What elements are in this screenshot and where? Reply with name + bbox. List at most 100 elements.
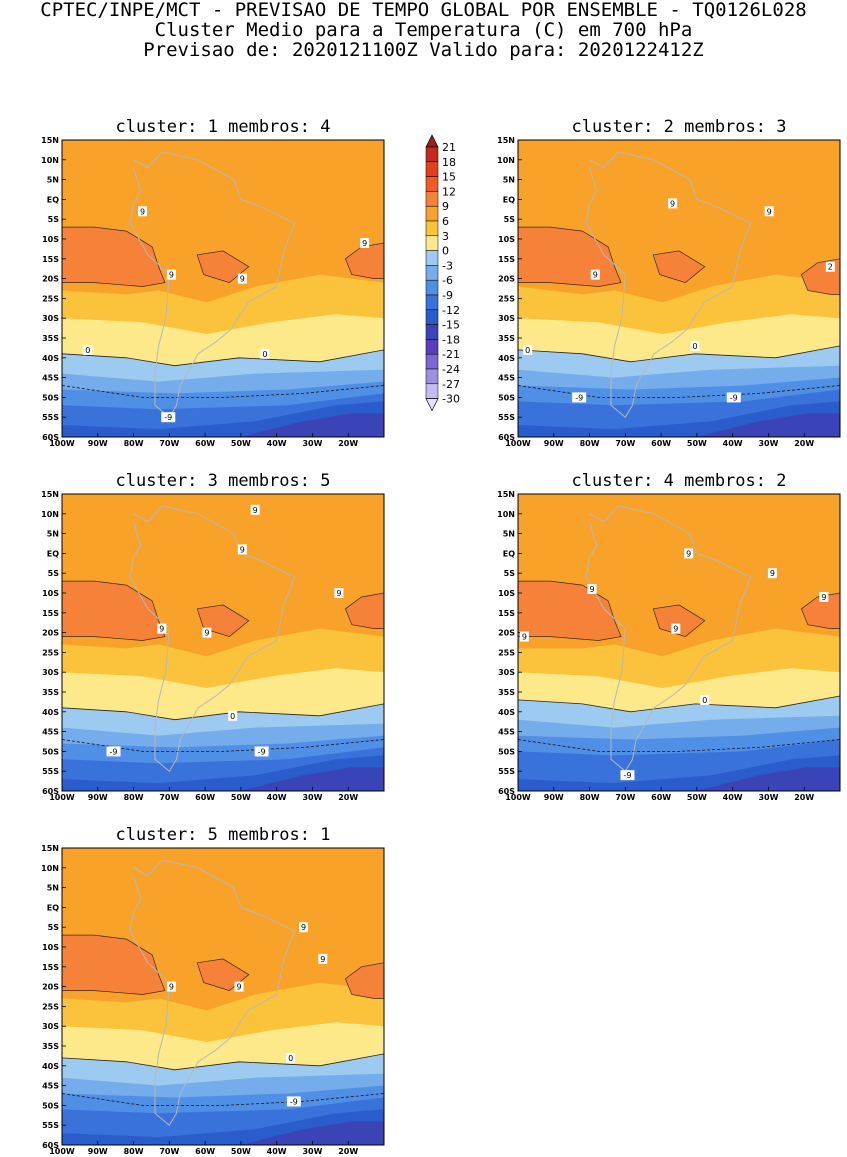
contour-label-bg	[668, 198, 678, 209]
contour-label: 0	[230, 712, 235, 721]
y-tick-label: 50S	[498, 747, 515, 756]
y-tick-label: 15N	[41, 844, 59, 853]
y-tick-label: EQ	[503, 549, 515, 558]
contour-label: 9	[821, 593, 826, 602]
contour-label: 9	[770, 569, 775, 578]
contour-label-bg	[671, 623, 681, 634]
cluster-panel-4: cluster: 4 membros: 2 15N 10N 5N EQ 5S 10S 15S 2…	[497, 471, 841, 802]
contour-label: 9	[140, 207, 145, 216]
y-tick-label: 5N	[503, 176, 515, 185]
y-tick-label: 10S	[498, 589, 515, 598]
x-tick-label: 60W	[651, 793, 671, 802]
y-tick-label: 25S	[42, 294, 59, 303]
contour-label-bg	[166, 269, 176, 280]
x-tick-label: 70W	[159, 439, 179, 448]
contour-label: 9	[301, 923, 306, 932]
y-tick-label: 15S	[42, 609, 59, 618]
x-tick-label: 50W	[687, 793, 707, 802]
y-tick-label: 30S	[42, 314, 59, 323]
colorbar-swatch	[425, 324, 439, 340]
x-tick-label: 30W	[302, 793, 322, 802]
y-tick-label: 10S	[42, 943, 59, 952]
y-tick-label: 15S	[42, 963, 59, 972]
contour-label-bg	[519, 631, 529, 642]
panel-title: cluster: 5 membros: 1	[116, 825, 331, 845]
y-tick-label: 50S	[498, 393, 515, 402]
contour-label: 9	[767, 207, 772, 216]
y-tick-label: 15N	[497, 136, 515, 145]
x-tick-label: 100W	[505, 793, 531, 802]
colorbar-swatch	[425, 235, 439, 251]
contour-label: 9	[169, 271, 174, 280]
x-tick-label: 80W	[580, 439, 600, 448]
x-tick-label: 50W	[231, 1147, 251, 1156]
y-tick-label: 55S	[498, 413, 515, 422]
y-tick-label: 10N	[41, 510, 59, 519]
y-tick-label: 15N	[41, 136, 59, 145]
y-tick-label: 55S	[42, 767, 59, 776]
colorbar-label: 18	[442, 156, 456, 169]
colorbar-swatch	[425, 161, 439, 177]
x-tick-label: 40W	[723, 439, 743, 448]
y-tick-label: 45S	[498, 728, 515, 737]
contour-label: 0	[702, 696, 707, 705]
contour-label-bg	[202, 627, 212, 638]
x-tick-label: 90W	[544, 439, 564, 448]
x-tick-label: 70W	[615, 793, 635, 802]
contour-label-bg	[334, 588, 344, 598]
contour-label-bg	[572, 392, 587, 403]
header-line-2: Cluster Medio para a Temperatura (C) em …	[154, 19, 693, 41]
y-tick-label: 10N	[497, 156, 515, 165]
x-tick-label: 90W	[88, 793, 108, 802]
map-frame	[61, 847, 385, 1146]
colorbar-swatch	[425, 134, 439, 148]
contour-label-bg	[237, 273, 247, 284]
colorbar-swatch	[425, 383, 439, 399]
contour-label-bg	[234, 981, 244, 992]
contour-label: 9	[362, 239, 367, 248]
x-tick-label: 20W	[794, 793, 814, 802]
y-tick-label: 15N	[497, 490, 515, 499]
y-tick-label: 5N	[503, 530, 515, 539]
contour-label-bg	[250, 504, 260, 515]
y-tick-label: 55S	[42, 1121, 59, 1130]
y-tick-label: 15S	[498, 255, 515, 264]
contour-label-bg	[825, 261, 835, 272]
y-tick-label: 5N	[47, 884, 59, 893]
y-tick-label: 15S	[42, 255, 59, 264]
x-tick-label: 40W	[267, 1147, 287, 1156]
y-tick-label: 55S	[498, 767, 515, 776]
colorbar-swatch	[425, 353, 439, 370]
x-tick-label: 70W	[615, 439, 635, 448]
y-tick-label: 30S	[42, 1022, 59, 1031]
temperature-field	[62, 494, 384, 791]
y-tick-label: 35S	[42, 334, 59, 343]
contour-label-bg	[228, 710, 238, 721]
map-frame	[61, 139, 385, 438]
figure-header: CPTEC/INPE/MCT - PREVISAO DE TEMPO GLOBA…	[0, 0, 847, 60]
temperature-field	[518, 494, 840, 791]
colorbar-label: -18	[442, 333, 460, 346]
x-tick-label: 50W	[231, 793, 251, 802]
x-tick-label: 80W	[124, 439, 144, 448]
y-tick-label: 10S	[42, 589, 59, 598]
colorbar-swatch	[425, 191, 439, 207]
colorbar-label: 12	[442, 185, 456, 198]
y-tick-label: 35S	[498, 334, 515, 343]
contour-label-bg	[106, 746, 121, 757]
x-tick-label: 50W	[687, 439, 707, 448]
y-tick-label: 60S	[498, 433, 515, 442]
contour-label-bg	[690, 340, 700, 351]
x-tick-label: 20W	[338, 793, 358, 802]
x-tick-label: 60W	[195, 439, 215, 448]
map-frame	[61, 493, 385, 792]
colorbar-label: -30	[442, 393, 460, 406]
contour-label: 9	[336, 589, 341, 598]
contour-label: 9	[169, 983, 174, 992]
y-tick-label: 30S	[498, 668, 515, 677]
contour-label-bg	[767, 568, 777, 579]
y-tick-label: EQ	[47, 903, 59, 912]
y-tick-label: 40S	[498, 708, 515, 717]
x-tick-label: 70W	[159, 793, 179, 802]
